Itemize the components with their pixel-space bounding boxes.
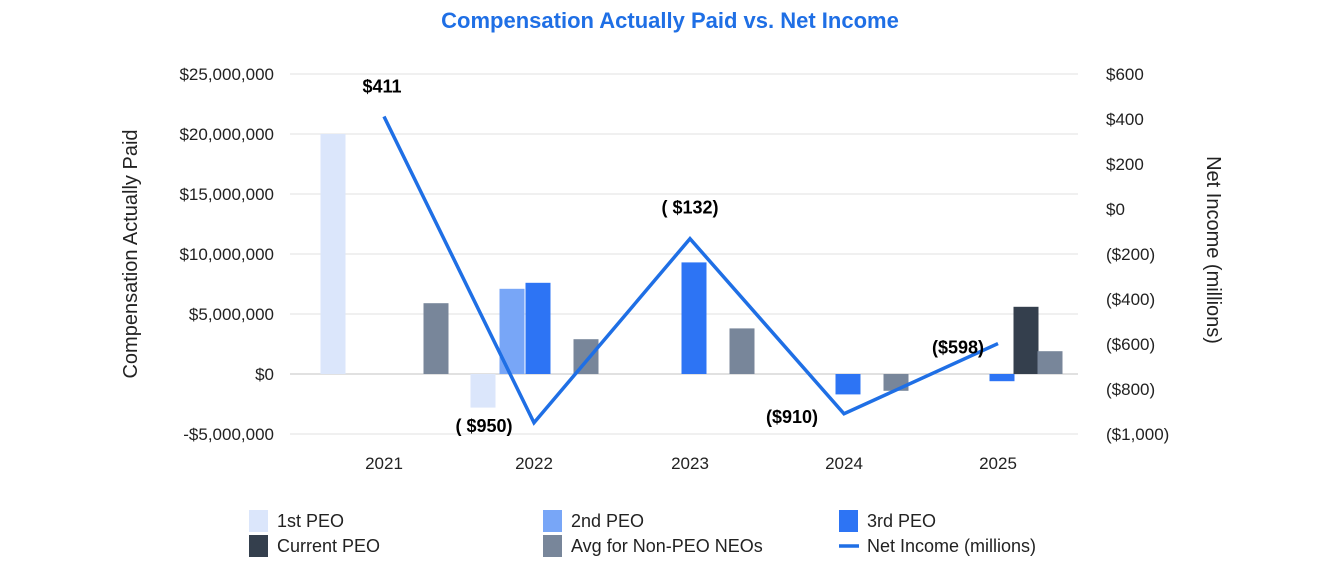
right-tick-label: ($400) bbox=[1106, 290, 1155, 309]
legend-swatch-current-peo bbox=[249, 535, 268, 557]
legend-swatch-1st-peo bbox=[249, 510, 268, 532]
legend-label-net-income: Net Income (millions) bbox=[867, 536, 1036, 556]
x-tick-label: 2024 bbox=[825, 454, 863, 473]
x-axis-ticks: 2021 2022 2023 2024 2025 bbox=[365, 454, 1017, 473]
net-income-label-2025: ($598) bbox=[932, 338, 984, 358]
bar-current-peo-2025 bbox=[1013, 306, 1039, 374]
net-income-label-2024: ($910) bbox=[766, 407, 818, 427]
legend-label-avg-for-non-peo-neos: Avg for Non-PEO NEOs bbox=[571, 536, 763, 556]
legend-swatch-2nd-peo bbox=[543, 510, 562, 532]
bar-3rd-peo-2023 bbox=[681, 262, 707, 374]
right-axis-label: Net Income (millions) bbox=[1202, 156, 1224, 344]
legend-swatch-3rd-peo bbox=[839, 510, 858, 532]
left-tick-label: $20,000,000 bbox=[179, 125, 274, 144]
bar-3rd-peo-2025 bbox=[989, 374, 1015, 382]
right-tick-label: ($200) bbox=[1106, 245, 1155, 264]
bar-avg-for-non-peo-neos-2023 bbox=[729, 328, 755, 374]
line-data-labels: $411 ( $950) ( $132) ($910) ($598) bbox=[362, 77, 984, 436]
legend-swatch-avg-for-non-peo-neos bbox=[543, 535, 562, 557]
right-tick-label: $400 bbox=[1106, 110, 1144, 129]
x-tick-label: 2023 bbox=[671, 454, 709, 473]
left-tick-label: $10,000,000 bbox=[179, 245, 274, 264]
bar-3rd-peo-2022 bbox=[525, 282, 551, 374]
legend-label-current-peo: Current PEO bbox=[277, 536, 380, 556]
left-tick-label: $25,000,000 bbox=[179, 65, 274, 84]
gridlines bbox=[290, 73, 1078, 435]
x-tick-label: 2021 bbox=[365, 454, 403, 473]
legend: 1st PEO 2nd PEO 3rd PEO Current PEO Avg for … bbox=[249, 510, 1036, 557]
bar-1st-peo-2021 bbox=[320, 134, 346, 374]
left-tick-label: $5,000,000 bbox=[189, 305, 274, 324]
net-income-label-2023: ( $132) bbox=[661, 198, 718, 218]
chart-title: Compensation Actually Paid vs. Net Incom… bbox=[441, 8, 899, 33]
left-axis-ticks: $25,000,000 $20,000,000 $15,000,000 $10,000… bbox=[179, 65, 274, 444]
left-tick-label: $0 bbox=[255, 365, 274, 384]
right-tick-label: $600 bbox=[1106, 65, 1144, 84]
left-axis-label: Compensation Actually Paid bbox=[120, 129, 142, 378]
bar-avg-for-non-peo-neos-2022 bbox=[573, 339, 599, 374]
right-axis-ticks: $600 $400 $200 $0 ($200) ($400) ($600) ($800) ($… bbox=[1106, 65, 1169, 444]
x-tick-label: 2025 bbox=[979, 454, 1017, 473]
net-income-label-2021: $411 bbox=[362, 77, 401, 97]
net-income-line bbox=[382, 115, 999, 426]
legend-label-1st-peo: 1st PEO bbox=[277, 511, 344, 531]
left-tick-label: -$5,000,000 bbox=[183, 425, 274, 444]
legend-label-2nd-peo: 2nd PEO bbox=[571, 511, 644, 531]
left-tick-label: $15,000,000 bbox=[179, 185, 274, 204]
bar-1st-peo-2022 bbox=[470, 374, 496, 408]
right-tick-label: ($1,000) bbox=[1106, 425, 1169, 444]
net-income-label-2022: ( $950) bbox=[455, 416, 512, 436]
bar-3rd-peo-2024 bbox=[835, 374, 861, 395]
bar-avg-for-non-peo-neos-2025 bbox=[1037, 351, 1063, 374]
right-tick-label: ($800) bbox=[1106, 380, 1155, 399]
right-tick-label: $0 bbox=[1106, 200, 1125, 219]
legend-label-3rd-peo: 3rd PEO bbox=[867, 511, 936, 531]
right-tick-label: ($600) bbox=[1106, 335, 1155, 354]
bar-avg-for-non-peo-neos-2021 bbox=[423, 303, 449, 374]
x-tick-label: 2022 bbox=[515, 454, 553, 473]
right-tick-label: $200 bbox=[1106, 155, 1144, 174]
